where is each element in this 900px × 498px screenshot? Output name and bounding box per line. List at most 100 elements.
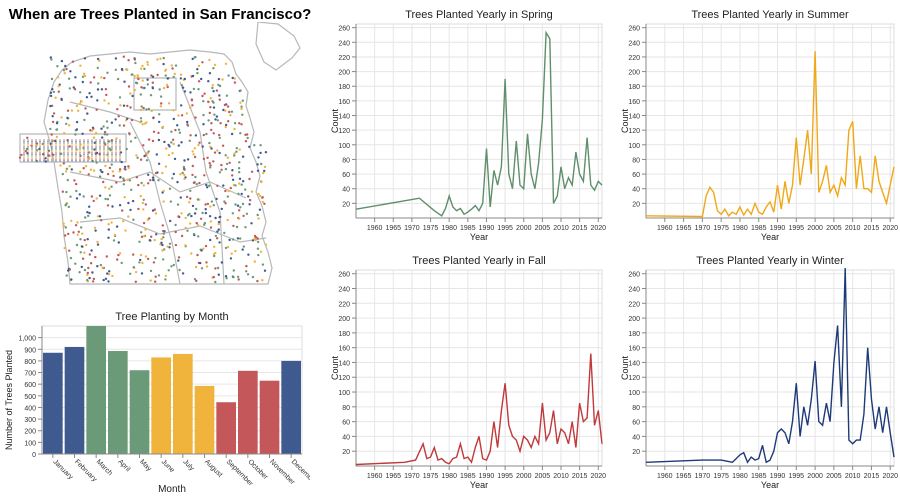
tree-dot (208, 162, 211, 165)
tree-dot (67, 139, 69, 141)
tree-dot (55, 139, 57, 141)
tree-dot (140, 235, 144, 238)
tree-dot (142, 106, 145, 110)
y-axis-label: Count (620, 109, 630, 134)
tree-dot (244, 188, 247, 191)
tree-dot (43, 145, 45, 148)
tree-dot (49, 56, 52, 59)
x-tick-label: 1970 (404, 225, 420, 232)
tree-dot (211, 84, 214, 87)
tree-dot (95, 156, 97, 159)
tree-dot (157, 138, 161, 142)
x-tick-label: 2005 (535, 225, 551, 232)
tree-dot (64, 64, 67, 68)
tree-dot (145, 159, 149, 162)
tree-dot (247, 195, 250, 198)
tree-dot (80, 245, 84, 248)
tree-dot (209, 166, 212, 169)
tree-dot (75, 243, 79, 247)
tree-dot (115, 147, 117, 149)
tree-dot (75, 159, 77, 162)
tree-dot (105, 93, 108, 97)
tree-dot (31, 156, 33, 159)
tree-dot (76, 233, 79, 236)
tree-dot (201, 94, 204, 98)
tree-dot (144, 255, 148, 258)
tree-dot (107, 273, 111, 276)
tree-dot (194, 265, 198, 269)
tree-dot (81, 257, 85, 260)
tree-dot (151, 87, 155, 90)
tree-dot (91, 153, 93, 156)
y-tick-label: 240 (338, 286, 350, 293)
tree-dot (118, 96, 122, 99)
tree-dot (200, 267, 204, 270)
tree-dot (107, 155, 109, 157)
tree-dot (43, 148, 45, 151)
tree-dot (139, 253, 143, 257)
tree-dot (173, 157, 177, 161)
tree-dot (159, 57, 162, 60)
tree-dot (193, 147, 196, 150)
tree-dot (103, 139, 105, 141)
y-tick-label: 900 (24, 347, 36, 354)
tree-dot (71, 148, 73, 151)
tree-dot (237, 192, 240, 195)
tree-dot (70, 278, 73, 281)
tree-dot (122, 183, 126, 186)
tree-dot (107, 236, 110, 239)
tree-dot (209, 226, 213, 229)
tree-dot (65, 190, 68, 194)
tree-dot (83, 158, 85, 161)
tree-dot (257, 156, 260, 159)
tree-dot (95, 197, 98, 200)
tree-dot (23, 158, 25, 161)
tree-dot (87, 143, 89, 146)
tree-dot (81, 75, 85, 78)
tree-dot (59, 148, 61, 151)
tree-dot (68, 268, 72, 271)
tree-dot (95, 153, 97, 156)
tree-dot (111, 139, 113, 141)
tree-dot (158, 88, 161, 91)
tree-dot (74, 133, 77, 136)
tree-dot (91, 156, 93, 159)
tree-dot (136, 156, 139, 159)
tree-dot (242, 214, 245, 218)
tree-dot (195, 279, 198, 283)
tree-dot (250, 222, 253, 225)
tree-dot (178, 131, 182, 134)
x-tick-label: 2015 (572, 225, 588, 232)
tree-dot (61, 172, 64, 176)
tree-dot (27, 142, 29, 145)
tree-dot (129, 92, 132, 95)
y-tick-label: 100 (24, 440, 36, 447)
tree-dot (214, 216, 217, 220)
tree-dot (160, 237, 163, 241)
tree-dot (147, 107, 151, 111)
tree-dot (23, 159, 25, 162)
tree-dot (95, 143, 97, 146)
tree-dot (205, 183, 208, 187)
tree-dot (18, 156, 22, 159)
treasure-island-outline (255, 22, 301, 71)
tree-dot (75, 189, 78, 193)
tree-dot (195, 221, 198, 225)
tree-dot (51, 150, 53, 153)
tree-dot (183, 159, 186, 162)
tree-dot (74, 76, 77, 79)
tree-dot (139, 67, 143, 70)
tree-dot (261, 200, 264, 204)
x-tick-label: 2015 (864, 225, 880, 232)
tree-dot (224, 167, 228, 171)
tree-dot (51, 156, 53, 159)
tree-dot (231, 178, 235, 181)
tree-dot (189, 106, 192, 109)
tree-dot (194, 134, 198, 137)
x-tick-label: 1965 (385, 473, 401, 480)
tree-dot (100, 88, 104, 91)
tree-dot (107, 228, 111, 231)
tree-dot (240, 105, 243, 108)
tree-dot (89, 168, 93, 171)
tree-dot (111, 150, 113, 153)
